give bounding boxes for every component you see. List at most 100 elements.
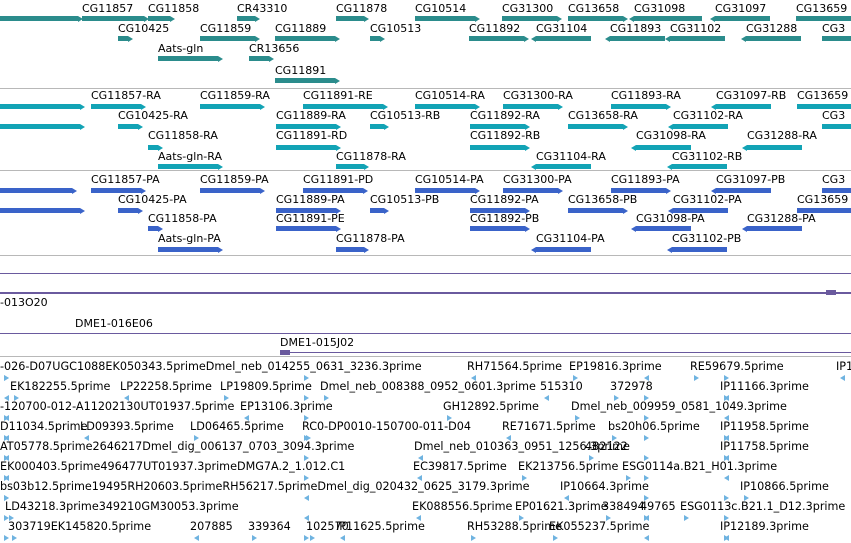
protein-label[interactable]: CG31097-PB bbox=[716, 173, 786, 186]
transcript-label[interactable]: CG11893-RA bbox=[611, 89, 681, 102]
feature-bar[interactable] bbox=[118, 36, 128, 41]
gene-label[interactable]: CG11858 bbox=[148, 2, 200, 15]
gene-label[interactable]: CG31288 bbox=[746, 22, 798, 35]
est-label[interactable]: bs20h06.5prime bbox=[608, 420, 700, 433]
est-label[interactable]: EK055237.5prime bbox=[549, 520, 650, 533]
protein-label[interactable]: CG31104-PA bbox=[536, 232, 605, 245]
protein-label[interactable]: CG31102-PB bbox=[672, 232, 742, 245]
feature-bar[interactable] bbox=[747, 145, 802, 150]
feature-bar[interactable] bbox=[796, 16, 851, 21]
feature-bar[interactable] bbox=[303, 188, 363, 193]
est-label[interactable]: IP1165 bbox=[836, 360, 851, 373]
transcript-label[interactable]: CG31288-RA bbox=[747, 129, 817, 142]
est-label[interactable]: IP11958.5prime bbox=[720, 420, 809, 433]
est-label[interactable]: ESG0113c.B21.1_D12.3prime bbox=[680, 500, 846, 513]
feature-bar[interactable] bbox=[822, 188, 851, 193]
gene-label[interactable]: CG31097 bbox=[715, 2, 767, 15]
protein-label[interactable]: CG31098-PA bbox=[636, 212, 705, 225]
protein-label[interactable]: CG11891-PE bbox=[276, 212, 345, 225]
protein-label[interactable]: CG31288-PA bbox=[747, 212, 816, 225]
est-label[interactable]: LP19809.5prime bbox=[220, 380, 312, 393]
est-label[interactable]: EC39817.5prime bbox=[413, 460, 507, 473]
protein-label[interactable]: CG11891-PD bbox=[303, 173, 374, 186]
feature-bar[interactable] bbox=[611, 188, 666, 193]
feature-bar[interactable] bbox=[158, 247, 218, 252]
feature-bar[interactable] bbox=[797, 104, 851, 109]
protein-label[interactable]: CG3 bbox=[822, 173, 846, 186]
protein-label[interactable]: CG11892-PB bbox=[470, 212, 540, 225]
transcript-label[interactable]: CG31097-RB bbox=[716, 89, 787, 102]
feature-bar[interactable] bbox=[536, 164, 591, 169]
est-label[interactable]: 515310 bbox=[540, 380, 583, 393]
transcript-label[interactable]: CG10513-RB bbox=[370, 109, 441, 122]
protein-label[interactable]: CG11889-PA bbox=[276, 193, 345, 206]
feature-bar[interactable] bbox=[536, 247, 591, 252]
gene-label[interactable]: CG10513 bbox=[370, 22, 422, 35]
gene-label[interactable]: CR43310 bbox=[237, 2, 288, 15]
est-label[interactable]: RE71671.5prime bbox=[502, 420, 596, 433]
clone-label[interactable]: DME1-015J02 bbox=[280, 336, 355, 349]
gene-label[interactable]: CG3 bbox=[822, 22, 846, 35]
est-label[interactable]: AT05778.5prime2646217Dmel_dig_006137_070… bbox=[0, 440, 355, 453]
feature-bar[interactable] bbox=[568, 124, 623, 129]
feature-bar[interactable] bbox=[610, 36, 665, 41]
clone-label[interactable]: -013O20 bbox=[0, 296, 48, 309]
est-label[interactable]: IP10664.3prime bbox=[560, 480, 649, 493]
feature-bar[interactable] bbox=[158, 56, 218, 61]
feature-bar[interactable] bbox=[670, 36, 725, 41]
transcript-label[interactable]: CG11857-RA bbox=[91, 89, 161, 102]
transcript-label[interactable]: CG13658-RA bbox=[568, 109, 638, 122]
gene-label[interactable]: CG10514 bbox=[415, 2, 467, 15]
gene-label[interactable]: CG11892 bbox=[469, 22, 521, 35]
gene-label[interactable]: CG13659 bbox=[796, 2, 848, 15]
transcript-label[interactable]: CG11858-RA bbox=[148, 129, 218, 142]
est-label[interactable]: GH12892.5prime bbox=[443, 400, 539, 413]
protein-label[interactable]: CG10425-PA bbox=[118, 193, 187, 206]
est-label[interactable]: EP01621.3prime bbox=[515, 500, 608, 513]
clone-label[interactable]: DME1-016E06 bbox=[75, 317, 153, 330]
gene-label[interactable]: CG11893 bbox=[610, 22, 662, 35]
feature-bar[interactable] bbox=[370, 36, 380, 41]
feature-bar[interactable] bbox=[568, 16, 623, 21]
est-label[interactable]: D11034.5prime bbox=[0, 420, 88, 433]
feature-bar[interactable] bbox=[415, 104, 475, 109]
transcript-label[interactable]: CG11891-RE bbox=[303, 89, 373, 102]
feature-bar[interactable] bbox=[503, 188, 558, 193]
feature-bar[interactable] bbox=[200, 36, 255, 41]
est-label[interactable]: IP10866.5prime bbox=[740, 480, 829, 493]
transcript-label[interactable]: CG11892-RB bbox=[470, 129, 541, 142]
feature-bar[interactable] bbox=[503, 104, 558, 109]
feature-bar[interactable] bbox=[276, 226, 336, 231]
est-label[interactable]: EK000403.5prime496477UT01937.3primeDMG7A… bbox=[0, 460, 346, 473]
est-label[interactable]: LD06465.5prime bbox=[190, 420, 284, 433]
est-label[interactable]: 339364 bbox=[248, 520, 291, 533]
feature-bar[interactable] bbox=[715, 16, 770, 21]
gene-label[interactable]: CG10425 bbox=[118, 22, 170, 35]
protein-label[interactable]: CG13659 bbox=[797, 193, 849, 206]
feature-bar[interactable] bbox=[370, 208, 384, 213]
protein-label[interactable]: Aats-gln-PA bbox=[158, 232, 221, 245]
est-label[interactable]: EP19816.3prime bbox=[569, 360, 662, 373]
feature-bar[interactable] bbox=[716, 104, 771, 109]
est-label[interactable]: IP11758.5prime bbox=[720, 440, 809, 453]
feature-bar[interactable] bbox=[672, 247, 727, 252]
est-label[interactable]: EP13106.3prime bbox=[240, 400, 333, 413]
feature-bar[interactable] bbox=[200, 188, 260, 193]
est-label[interactable]: IP11166.3prime bbox=[720, 380, 809, 393]
feature-bar[interactable] bbox=[415, 188, 475, 193]
gene-label[interactable]: CG31300 bbox=[502, 2, 554, 15]
feature-bar[interactable] bbox=[822, 124, 851, 129]
protein-label[interactable]: CG11858-PA bbox=[148, 212, 217, 225]
clone-line[interactable] bbox=[0, 273, 851, 274]
feature-bar[interactable] bbox=[636, 226, 691, 231]
est-label[interactable]: 372978 bbox=[610, 380, 653, 393]
transcript-label[interactable]: CG3 bbox=[822, 109, 846, 122]
transcript-label[interactable]: Aats-gln-RA bbox=[158, 150, 222, 163]
est-label[interactable]: 207885 bbox=[190, 520, 233, 533]
feature-bar[interactable] bbox=[747, 226, 802, 231]
gene-label[interactable]: CG11889 bbox=[275, 22, 327, 35]
feature-bar[interactable] bbox=[470, 124, 525, 129]
est-label[interactable]: IP11625.5prime bbox=[336, 520, 425, 533]
protein-label[interactable]: CG11857-PA bbox=[91, 173, 160, 186]
protein-label[interactable]: CG11892-PA bbox=[470, 193, 539, 206]
